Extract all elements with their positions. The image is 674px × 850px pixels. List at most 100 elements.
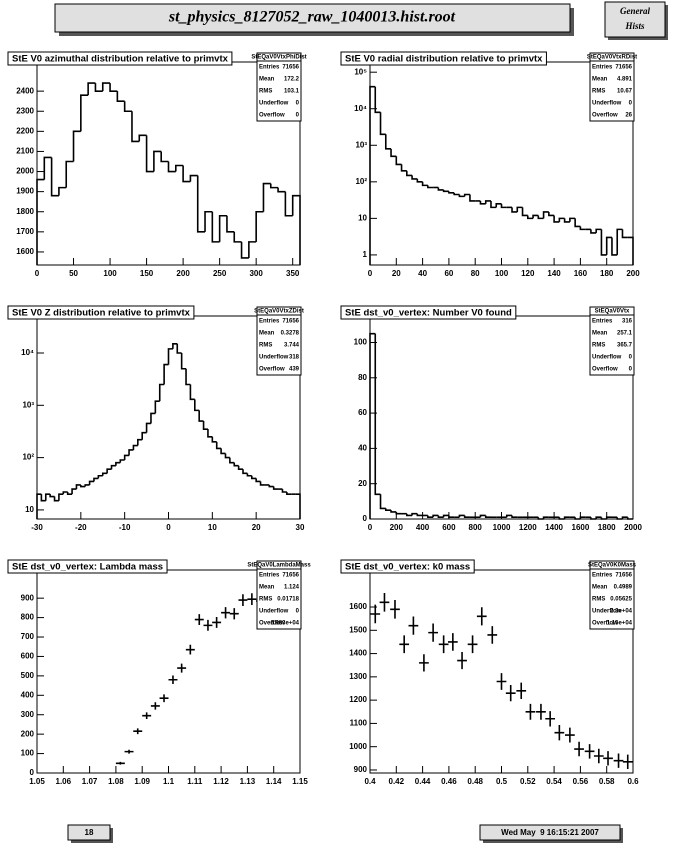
histogram-bin	[432, 514, 439, 518]
histogram-bin	[621, 229, 628, 239]
histogram-bin	[516, 206, 523, 212]
y-tick-label: 10⁴	[21, 348, 34, 357]
y-tick-label: 800	[21, 613, 35, 622]
histogram-bin	[75, 484, 81, 490]
y-tick-label: 1600	[16, 247, 34, 256]
x-tick-label: -10	[119, 523, 131, 532]
histogram-bin	[605, 236, 612, 255]
histogram-bin	[400, 164, 407, 172]
histogram-bin	[484, 200, 491, 204]
y-tick-label: 10²	[22, 453, 34, 462]
histogram-bin	[500, 203, 507, 209]
x-tick-label: 300	[249, 269, 263, 278]
histogram-bin	[605, 516, 612, 519]
x-tick-label: 120	[521, 269, 535, 278]
histogram-bin	[574, 517, 581, 520]
stats-value: 316	[622, 319, 633, 325]
data-point	[447, 633, 458, 651]
histogram-bin	[218, 214, 227, 242]
histogram-bin	[65, 160, 74, 188]
histogram-bin	[176, 343, 182, 354]
histogram-bin	[542, 516, 549, 519]
histogram-bin	[569, 217, 576, 222]
y-tick-label: 20	[358, 479, 367, 488]
y-tick-label: 1000	[349, 742, 367, 751]
y-tick-label: 2300	[16, 106, 34, 115]
stats-key: Overflow	[592, 621, 618, 627]
stats-value: 1.15e+04	[607, 621, 633, 627]
plot-frame	[36, 569, 301, 774]
stats-key: Mean	[592, 585, 608, 591]
stats-key: Entries	[592, 65, 613, 71]
data-point	[438, 635, 449, 654]
data-point	[428, 623, 438, 642]
stats-key: Mean	[259, 331, 275, 337]
stats-key: RMS	[592, 89, 605, 95]
histogram-bin	[542, 211, 549, 219]
histogram-bin	[71, 488, 77, 495]
x-tick-label: 0.4	[364, 777, 376, 786]
stats-key: Overflow	[592, 113, 618, 119]
data-point	[133, 728, 143, 735]
histogram-bin	[233, 462, 239, 467]
histogram-bin	[421, 181, 428, 187]
stats-key: Entries	[259, 65, 280, 71]
histogram-bin	[87, 82, 96, 96]
chart-title: StE dst_v0_vertex: Number V0 found	[345, 308, 512, 319]
data-point	[603, 751, 613, 766]
data-point	[168, 675, 178, 685]
histogram-bin	[172, 342, 178, 349]
header-box	[54, 3, 571, 33]
histogram-bin	[416, 178, 423, 183]
y-tick-label: 1700	[16, 227, 34, 236]
histogram-bin	[167, 348, 173, 365]
x-tick-label: 1.07	[82, 777, 98, 786]
stats-value: 71656	[282, 65, 299, 71]
histogram-bin	[579, 516, 586, 519]
x-tick-label: 40	[418, 269, 427, 278]
title-box	[7, 305, 195, 320]
histogram-bin	[88, 480, 94, 485]
stats-value: 71656	[282, 573, 299, 579]
y-tick-label: 2200	[16, 126, 34, 135]
histogram-bin	[411, 175, 418, 180]
x-tick-label: 250	[213, 269, 227, 278]
histogram-bin	[150, 412, 156, 424]
histogram-bin	[80, 484, 86, 488]
histogram-bin	[563, 516, 570, 519]
stats-value: 0	[296, 113, 300, 119]
x-tick-label: 0.54	[546, 777, 562, 786]
title-box	[340, 51, 547, 66]
x-tick-label: 100	[103, 269, 117, 278]
histogram-bin	[621, 516, 628, 519]
y-tick-label: 900	[354, 765, 368, 774]
x-tick-label: 1400	[545, 523, 563, 532]
histogram-bin	[458, 194, 465, 198]
histogram-bin	[207, 429, 213, 438]
title-box	[7, 51, 233, 66]
histogram-bin	[553, 215, 560, 223]
histogram-bin	[442, 514, 449, 518]
histogram-bin	[204, 210, 213, 232]
stats-key: Overflow	[259, 367, 285, 373]
stats-key: Entries	[259, 573, 280, 579]
histogram-bin	[626, 517, 633, 520]
stats-name: StEQaV0LambdaMass	[247, 563, 311, 569]
histogram-bin	[616, 228, 623, 255]
y-tick-label: 2000	[16, 167, 34, 176]
histogram-bin	[532, 214, 539, 219]
histogram-bin	[291, 194, 301, 265]
stats-box	[589, 306, 635, 376]
stats-key: Underflow	[592, 355, 622, 361]
histogram-bin	[537, 215, 544, 220]
histogram-bin	[250, 475, 257, 480]
x-tick-label: 1.05	[29, 777, 45, 786]
histogram-bin	[595, 228, 602, 233]
stats-box	[256, 306, 302, 376]
histogram-bin	[163, 363, 169, 385]
histogram-bin	[521, 207, 528, 217]
x-tick-label: 100	[495, 269, 509, 278]
histogram-bin	[416, 513, 423, 517]
y-tick-label: 10⁴	[354, 104, 367, 113]
x-tick-label: 0.52	[520, 777, 536, 786]
